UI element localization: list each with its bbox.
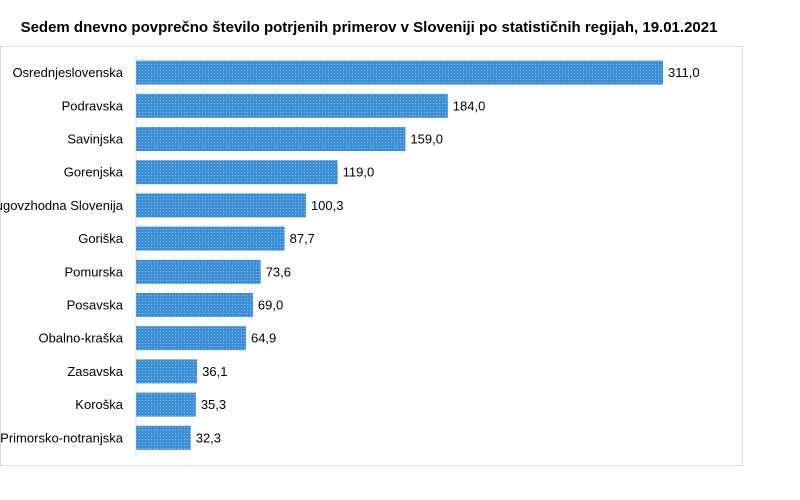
- category-label: Gorenjska: [64, 165, 124, 180]
- value-label: 119,0: [343, 165, 375, 180]
- bar: [136, 60, 663, 85]
- value-label: 32,3: [196, 430, 221, 445]
- bar: [136, 293, 253, 317]
- bar: [136, 259, 261, 284]
- bar: [136, 193, 306, 218]
- value-label: 87,7: [290, 231, 315, 246]
- value-label: 69,0: [258, 298, 283, 313]
- value-label: 36,1: [202, 364, 227, 379]
- bar: [136, 392, 196, 417]
- bar: [136, 326, 246, 351]
- value-label: 73,6: [266, 264, 291, 279]
- value-label: 311,0: [668, 65, 700, 80]
- category-label: Jugovzhodna Slovenija: [0, 198, 124, 213]
- value-label: 100,3: [311, 198, 344, 213]
- bar: [136, 127, 406, 151]
- category-label: Pomurska: [64, 264, 123, 279]
- value-label: 159,0: [410, 132, 443, 147]
- value-label: 64,9: [251, 331, 276, 346]
- category-label: Obalno-kraška: [38, 331, 123, 346]
- bar: [136, 359, 198, 384]
- bar: [136, 160, 338, 185]
- category-label: Savinjska: [67, 132, 123, 147]
- bar: [136, 226, 285, 251]
- bar: [136, 425, 191, 450]
- category-label: Posavska: [67, 298, 124, 313]
- category-label: Goriška: [78, 231, 124, 246]
- bar: [136, 93, 448, 118]
- category-label: Primorsko-notranjska: [0, 430, 124, 445]
- value-label: 184,0: [453, 98, 486, 113]
- bar-group: Osrednjeslovenska 311,0 Podravska 184,0 Savi…: [0, 60, 700, 450]
- plot-frame: [0, 46, 743, 466]
- category-label: Zasavska: [67, 364, 123, 379]
- value-label: 35,3: [201, 397, 226, 412]
- category-label: Osrednjeslovenska: [12, 65, 123, 80]
- category-label: Koroška: [75, 397, 123, 412]
- category-label: Podravska: [62, 98, 124, 113]
- chart-title: Sedem dnevno povprečno število potrjenih…: [21, 19, 718, 36]
